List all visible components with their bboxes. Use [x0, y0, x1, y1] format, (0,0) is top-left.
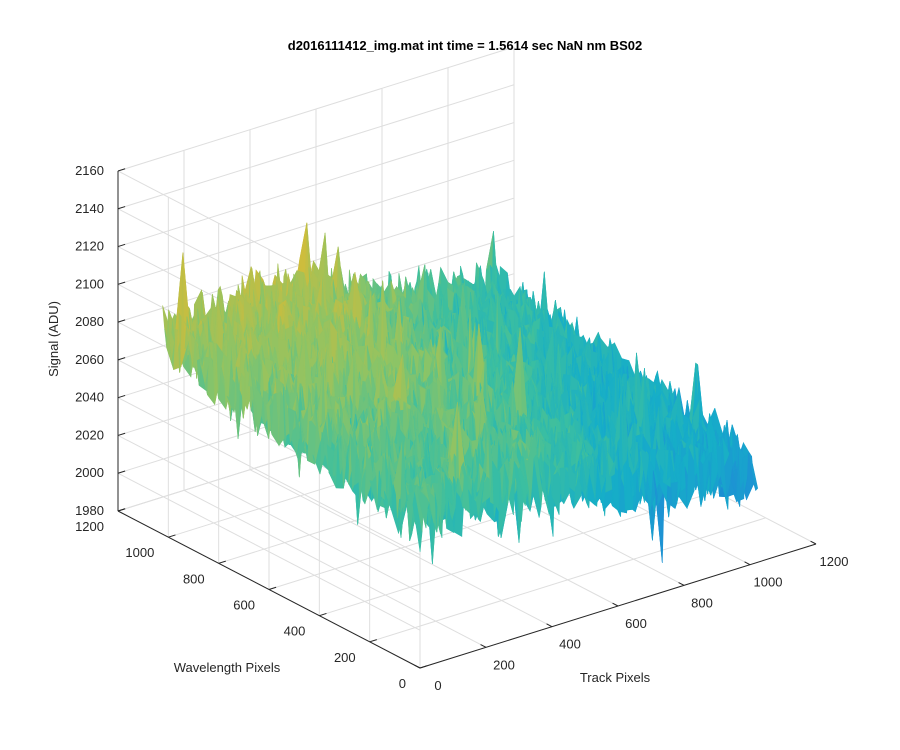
back-wall-grid-line: [117, 84, 515, 210]
side-wall-grid-line: [117, 435, 421, 593]
surface-mesh: [162, 222, 759, 564]
back-wall-grid-line: [117, 122, 515, 248]
back-wall-grid-line: [117, 46, 515, 172]
side-wall-grid-line: [117, 397, 421, 556]
floor-grid-line: [369, 517, 766, 643]
side-wall-grid-line: [117, 472, 421, 631]
